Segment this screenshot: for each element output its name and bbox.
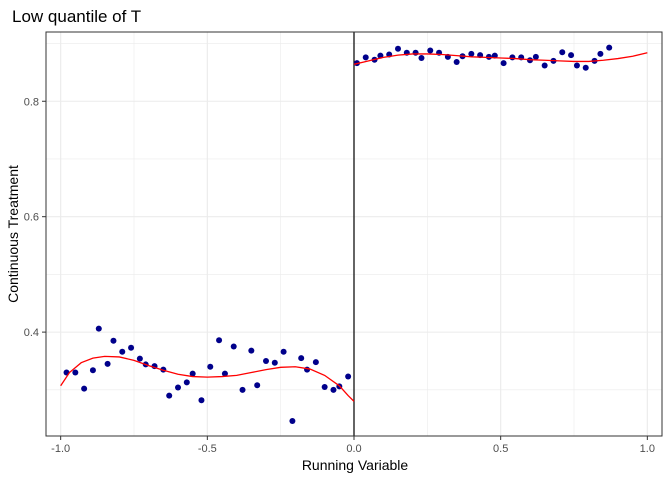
data-point bbox=[81, 385, 88, 392]
data-point bbox=[532, 53, 539, 60]
y-tick-label: 0.4 bbox=[24, 327, 39, 339]
data-point bbox=[280, 348, 287, 355]
data-point bbox=[559, 49, 566, 56]
x-tick-label: 0.0 bbox=[346, 443, 361, 455]
data-point bbox=[541, 62, 548, 69]
y-axis-label: Continuous Treatment bbox=[5, 165, 21, 303]
data-point bbox=[239, 386, 246, 393]
data-point bbox=[289, 417, 296, 424]
data-point bbox=[189, 370, 196, 377]
data-point bbox=[500, 60, 507, 67]
data-point bbox=[509, 54, 516, 61]
data-point bbox=[175, 384, 181, 391]
chart-title: Low quantile of T bbox=[12, 7, 141, 26]
data-point bbox=[89, 367, 96, 374]
data-point bbox=[216, 337, 223, 344]
data-point bbox=[254, 382, 261, 389]
x-tick-label: 1.0 bbox=[640, 443, 655, 455]
data-point bbox=[207, 363, 214, 370]
data-point bbox=[597, 50, 604, 57]
x-tick-label: -0.5 bbox=[198, 443, 217, 455]
y-tick-label: 0.8 bbox=[24, 96, 39, 108]
data-point bbox=[183, 379, 190, 386]
data-point bbox=[248, 347, 255, 354]
data-point bbox=[573, 62, 580, 69]
data-point bbox=[166, 392, 173, 399]
x-tick-label: -1.0 bbox=[51, 443, 70, 455]
data-point bbox=[263, 357, 269, 364]
x-tick-label: 0.5 bbox=[493, 443, 508, 455]
y-tick-label: 0.6 bbox=[24, 212, 39, 224]
data-point bbox=[468, 50, 475, 57]
data-point bbox=[104, 360, 111, 367]
data-point bbox=[568, 52, 575, 59]
data-point bbox=[582, 64, 589, 71]
data-point bbox=[345, 373, 352, 380]
data-point bbox=[312, 359, 319, 366]
data-point bbox=[395, 45, 401, 52]
data-point bbox=[198, 397, 205, 404]
data-point bbox=[128, 344, 135, 351]
data-point bbox=[485, 53, 492, 60]
data-point bbox=[110, 337, 117, 344]
data-point bbox=[298, 355, 305, 362]
data-point bbox=[453, 59, 460, 66]
fit-line bbox=[60, 355, 355, 402]
data-point bbox=[418, 54, 425, 61]
data-point bbox=[136, 355, 143, 362]
x-axis-label: Running Variable bbox=[302, 457, 409, 473]
fit-line bbox=[353, 52, 648, 65]
data-point bbox=[412, 49, 419, 56]
data-point bbox=[221, 370, 228, 377]
data-point bbox=[304, 366, 311, 373]
data-point bbox=[95, 325, 102, 332]
data-point bbox=[330, 386, 337, 393]
data-point bbox=[271, 359, 278, 366]
data-point bbox=[427, 47, 434, 54]
data-point bbox=[362, 54, 369, 61]
data-point bbox=[321, 383, 328, 390]
data-point bbox=[230, 343, 237, 350]
data-point bbox=[119, 348, 126, 355]
data-point bbox=[72, 369, 79, 376]
plot-panel: -1.0 -0.5 0.0 0.5 1.0 0.4 0.6 0.8 bbox=[24, 31, 663, 455]
data-point bbox=[606, 44, 613, 51]
